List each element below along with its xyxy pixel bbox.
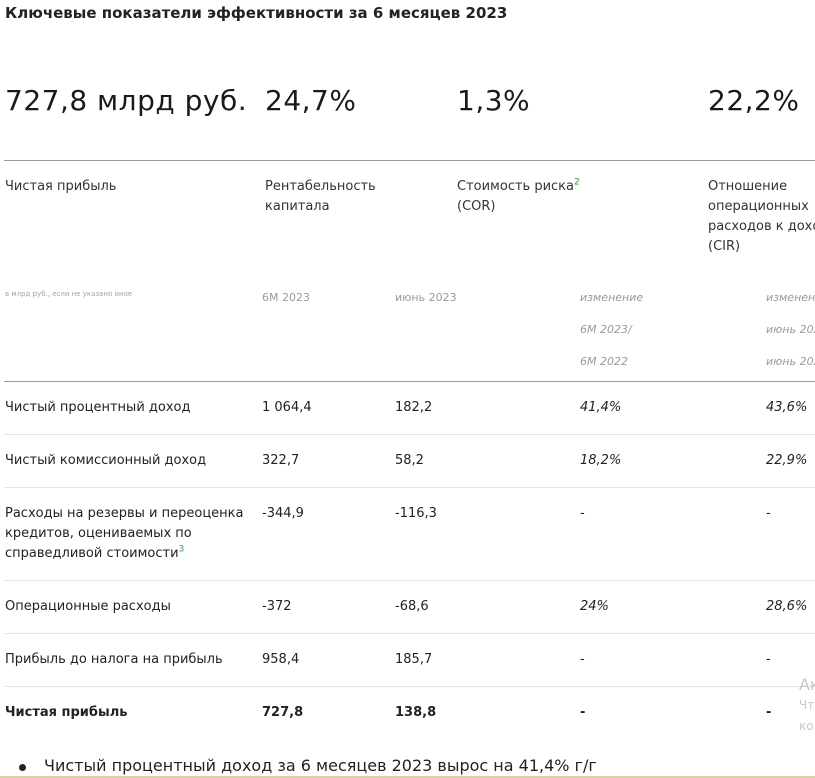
kpi-divider [4, 160, 815, 161]
row-divider [4, 487, 815, 488]
footnote-marker[interactable]: 3 [178, 544, 185, 555]
kpi-cor-value: 1,3% [457, 84, 531, 117]
kpi-cor-label-abbr: (COR) [457, 199, 496, 214]
table-cell-6m: 1 064,4 [262, 400, 312, 415]
table-header-divider [4, 381, 815, 382]
table-cell-change-6m: - [580, 652, 585, 667]
table-cell-6m: 322,7 [262, 453, 300, 468]
watermark-line3: ко [799, 719, 814, 733]
table-cell-change-june: - [766, 506, 771, 521]
table-cell-june: -116,3 [395, 506, 437, 521]
table-cell-6m: 727,8 [262, 705, 304, 720]
table-cell-june: 185,7 [395, 652, 433, 667]
table-cell-change-june: 43,6% [766, 400, 808, 415]
table-row-label: Чистая прибыль [5, 705, 128, 720]
col-header-6m: 6М 2023 [262, 291, 310, 304]
col-header-change-6m-line1: изменение [580, 291, 644, 304]
table-cell-change-june: - [766, 652, 771, 667]
col-header-change-june-line3: июнь 2022 [766, 355, 815, 368]
unit-note: в млрд руб., если не указано иное [5, 290, 133, 298]
table-cell-change-june: 22,9% [766, 453, 808, 468]
table-cell-june: -68,6 [395, 599, 429, 614]
table-cell-change-6m: - [580, 506, 585, 521]
bullet-text: Чистый процентный доход за 6 месяцев 202… [44, 756, 597, 775]
watermark-line1: Ак [799, 675, 815, 694]
table-cell-change-june: - [766, 705, 772, 720]
table-cell-change-6m: 18,2% [580, 453, 622, 468]
row-divider [4, 580, 815, 581]
watermark-line2: Чт [799, 698, 815, 712]
kpi-cir-label: Отношение операционных расходов к дохода… [708, 179, 815, 254]
kpi-roe-value: 24,7% [265, 84, 357, 117]
col-header-change-6m-line3: 6М 2022 [580, 355, 628, 368]
table-row-label: Чистый процентный доход [5, 400, 191, 415]
table-row-label: Прибыль до налога на прибыль [5, 652, 223, 667]
col-header-change-6m-line2: 6М 2023/ [580, 323, 632, 336]
col-header-june: июнь 2023 [395, 291, 457, 304]
table-cell-change-6m: 24% [580, 599, 609, 614]
bullet-icon [19, 764, 26, 771]
table-row-label: Расходы на резервы и переоценка кредитов… [5, 504, 245, 564]
kpi-cor-label: Стоимость риска2 (COR) [457, 177, 617, 217]
kpi-net-profit-value: 727,8 млрд руб. [5, 84, 248, 117]
table-cell-change-6m: 41,4% [580, 400, 622, 415]
table-cell-6m: -344,9 [262, 506, 304, 521]
row-divider [4, 633, 815, 634]
page-title: Ключевые показатели эффективности за 6 м… [5, 4, 508, 22]
kpi-cor-label-text: Стоимость риска [457, 179, 574, 194]
table-row-label: Операционные расходы [5, 599, 171, 614]
table-cell-june: 138,8 [395, 705, 437, 720]
kpi-net-profit-label: Чистая прибыль [5, 179, 117, 194]
row-divider [4, 434, 815, 435]
kpi-cir-value: 22,2% [708, 84, 800, 117]
table-cell-june: 182,2 [395, 400, 433, 415]
table-row-label-text: Расходы на резервы и переоценка кредитов… [5, 506, 244, 561]
footnote-marker[interactable]: 2 [574, 177, 580, 188]
table-cell-6m: -372 [262, 599, 292, 614]
bottom-edge-bar [0, 776, 815, 778]
table-cell-6m: 958,4 [262, 652, 300, 667]
row-divider [4, 686, 815, 687]
table-cell-change-june: 28,6% [766, 599, 808, 614]
table-row-label: Чистый комиссионный доход [5, 453, 207, 468]
table-cell-june: 58,2 [395, 453, 424, 468]
table-cell-change-6m: - [580, 705, 586, 720]
kpi-roe-label: Рентабельность капитала [265, 179, 376, 214]
col-header-change-june-line2: июнь 2023/ [766, 323, 815, 336]
col-header-change-june-line1: изменение [766, 291, 815, 304]
